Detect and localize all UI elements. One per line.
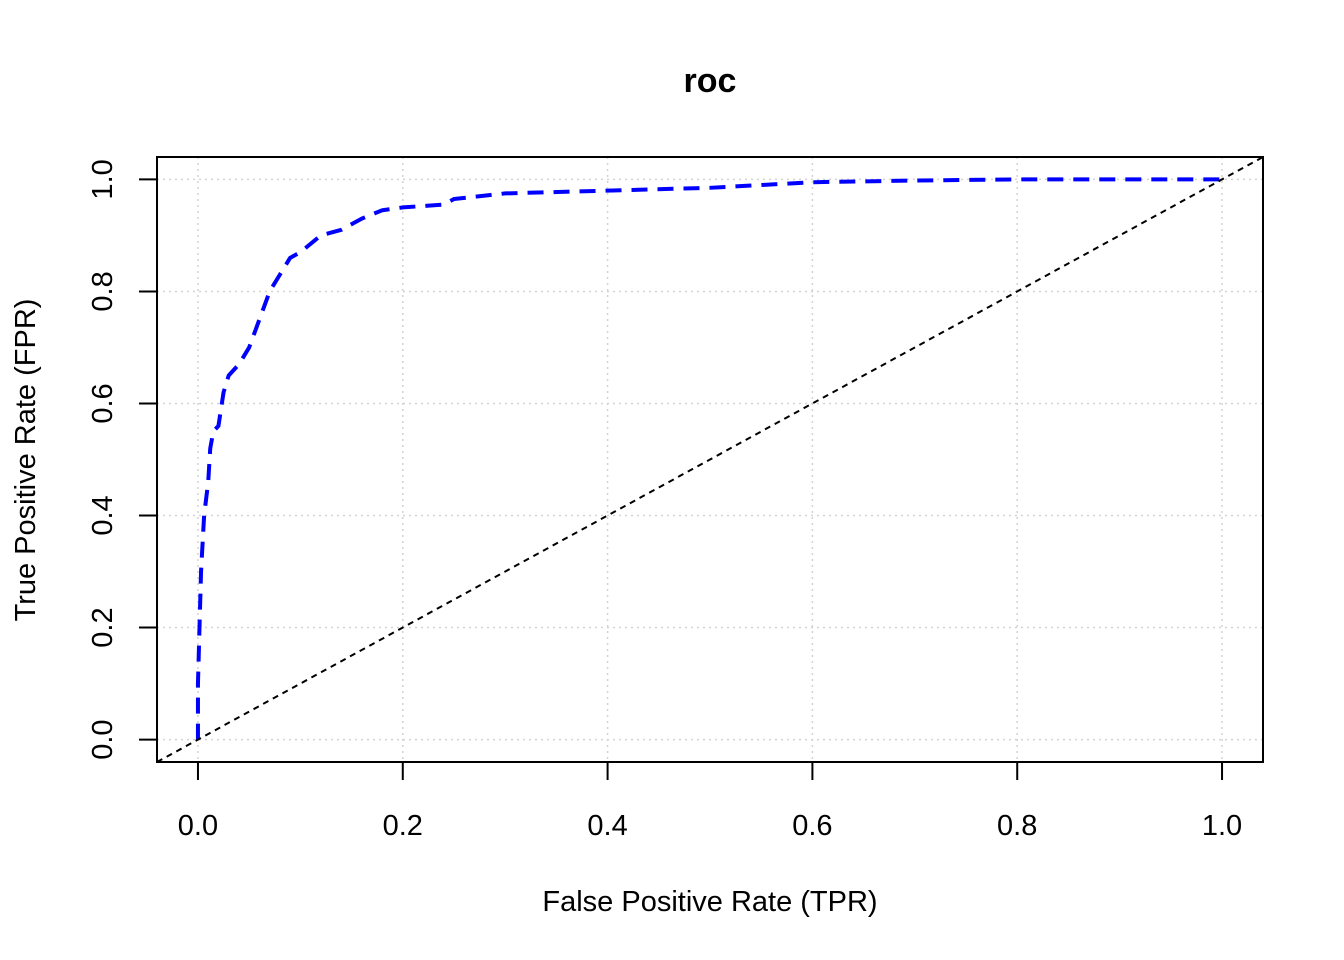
- grid-lines: [157, 157, 1263, 762]
- y-tick-label: 0.4: [87, 495, 119, 535]
- y-tick-label: 0.6: [87, 383, 119, 423]
- x-tick-label: 0.6: [792, 810, 832, 842]
- y-axis: 0.0 0.2 0.4 0.6 0.8 1.0: [87, 159, 158, 760]
- x-tick-label: 0.2: [383, 810, 423, 842]
- y-tick-label: 0.8: [87, 271, 119, 311]
- x-tick-label: 0.0: [178, 810, 218, 842]
- x-tick-label: 0.8: [997, 810, 1037, 842]
- y-axis-label: True Positive Rate (FPR): [10, 299, 42, 622]
- y-tick-label: 0.2: [87, 607, 119, 647]
- x-tick-label: 1.0: [1202, 810, 1242, 842]
- x-tick-label: 0.4: [587, 810, 627, 842]
- x-axis: 0.0 0.2 0.4 0.6 0.8 1.0: [178, 761, 1242, 842]
- x-axis-label: False Positive Rate (TPR): [542, 886, 877, 918]
- roc-curve-line: [195, 177, 1223, 740]
- series-layer: [157, 157, 1263, 762]
- chart-title: roc: [684, 62, 737, 100]
- y-tick-label: 1.0: [87, 159, 119, 199]
- y-tick-label: 0.0: [87, 719, 119, 759]
- reference-diagonal-line: [157, 157, 1263, 762]
